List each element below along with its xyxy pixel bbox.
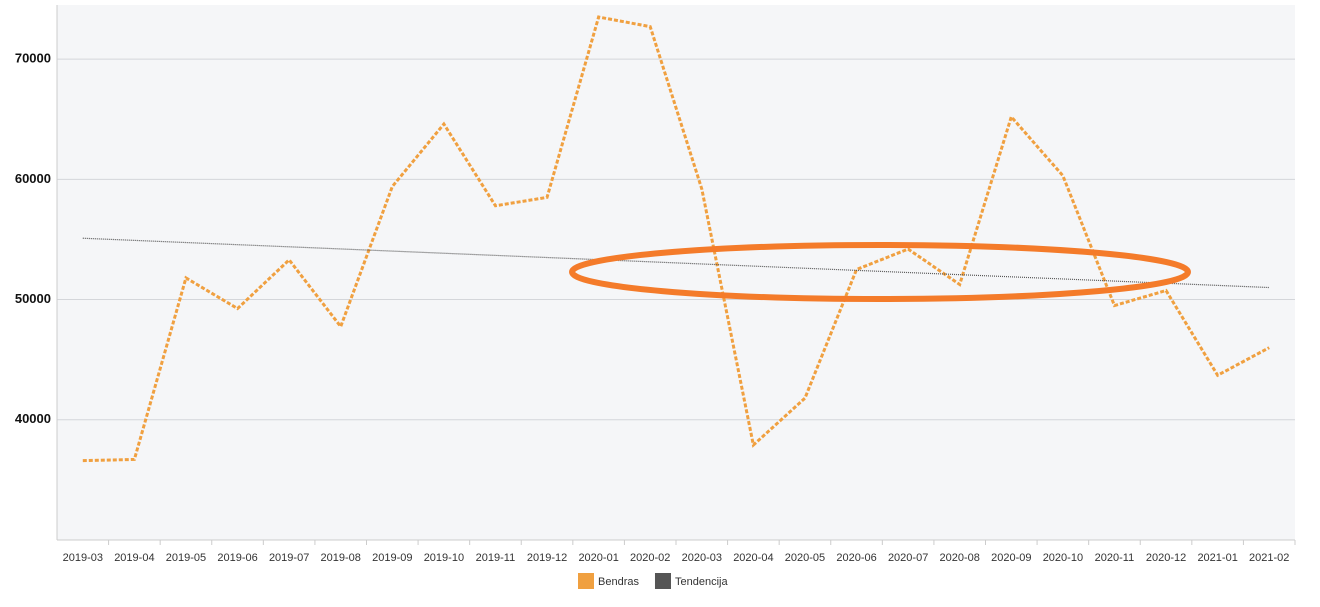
x-tick-label: 2019-09: [372, 552, 412, 564]
x-tick-label: 2020-11: [1095, 552, 1135, 564]
series-line: [82, 15, 1270, 463]
x-tick-label: 2020-12: [1146, 552, 1186, 564]
y-tick-label: 70000: [15, 51, 51, 66]
highlight-ellipse: [569, 242, 1191, 302]
x-tick-label: 2020-07: [888, 552, 928, 564]
x-tick-label: 2019-12: [527, 552, 567, 564]
x-tick-label: 2020-10: [1043, 552, 1083, 564]
x-tick-label: 2020-04: [733, 552, 773, 564]
marks: [57, 15, 1295, 463]
x-tick-label: 2019-07: [269, 552, 309, 564]
x-tick-label: 2019-11: [476, 552, 516, 564]
x-tick-label: 2020-08: [940, 552, 980, 564]
legend-swatch: [578, 573, 594, 589]
x-tick-label: 2019-08: [321, 552, 361, 564]
y-tick-label: 50000: [15, 291, 51, 306]
x-tick-label: 2019-04: [114, 552, 154, 564]
x-tick-label: 2019-03: [63, 552, 103, 564]
x-tick-label: 2020-01: [578, 552, 618, 564]
x-tick-label: 2020-05: [785, 552, 825, 564]
y-tick-label: 60000: [15, 171, 51, 186]
x-tick-label: 2020-03: [682, 552, 722, 564]
legend-swatch: [654, 573, 671, 589]
plot-background: [57, 5, 1295, 540]
x-tick-label: 2019-10: [424, 552, 464, 564]
x-tick-label: 2020-09: [991, 552, 1031, 564]
legend-label: Tendencija: [675, 576, 728, 588]
x-tick-label: 2020-06: [836, 552, 876, 564]
x-tick-label: 2020-02: [630, 552, 670, 564]
x-tick-label: 2021-02: [1249, 552, 1289, 564]
y-tick-label: 40000: [15, 411, 51, 426]
legend-label: Bendras: [598, 576, 639, 588]
x-tick-label: 2019-05: [166, 552, 206, 564]
x-tick-label: 2021-01: [1197, 552, 1237, 564]
x-tick-label: 2019-06: [217, 552, 257, 564]
